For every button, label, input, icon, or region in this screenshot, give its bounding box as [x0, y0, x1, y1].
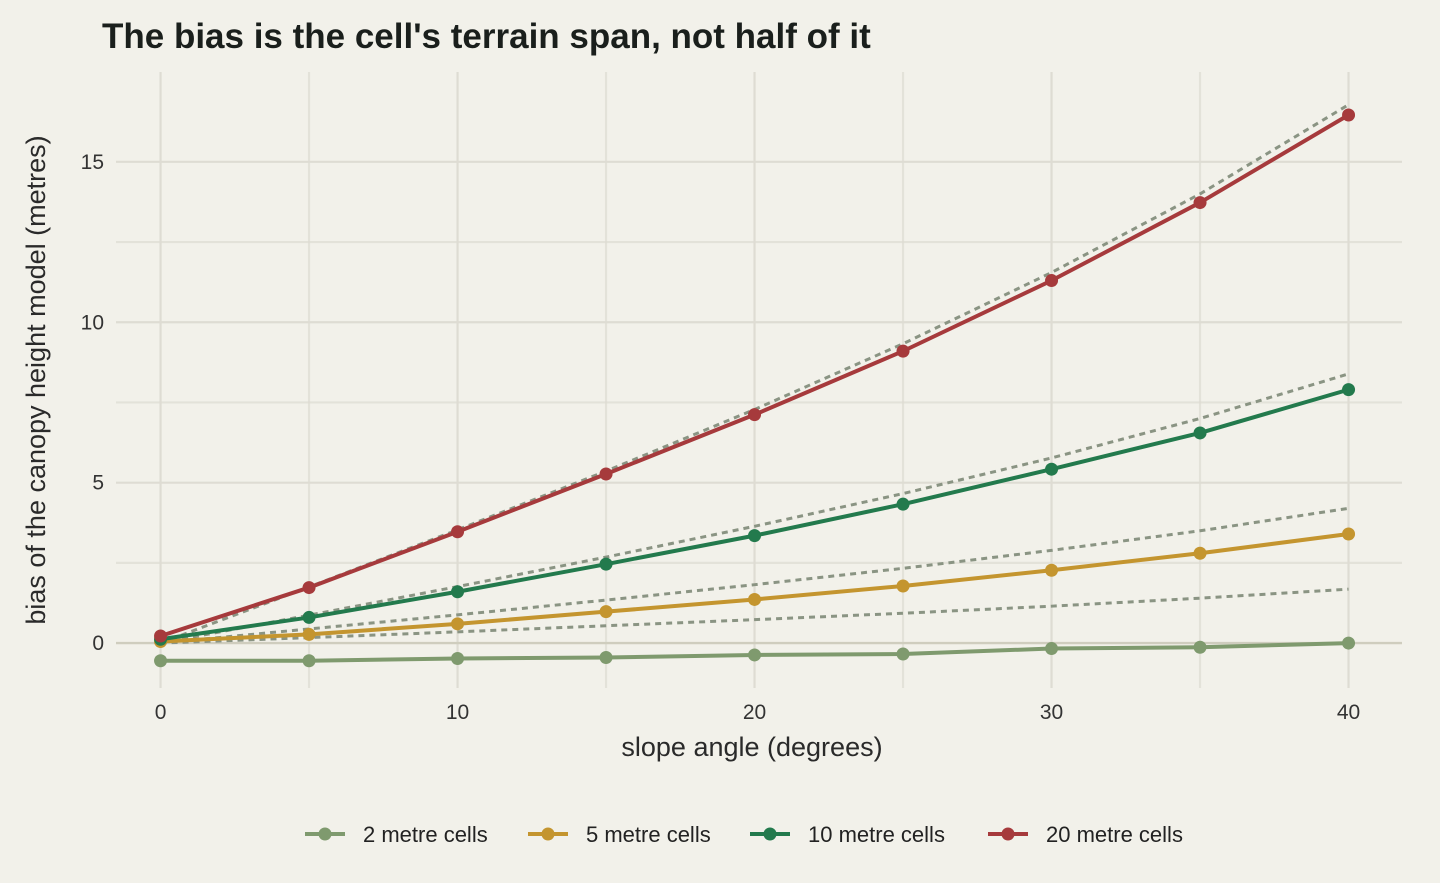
- series-group: [154, 636, 1356, 668]
- data-point: [451, 617, 465, 631]
- data-point: [1045, 274, 1059, 288]
- data-point: [1045, 563, 1059, 577]
- data-point: [1193, 546, 1207, 560]
- y-tick-label: 15: [81, 151, 104, 174]
- data-point: [748, 648, 762, 662]
- data-point: [154, 629, 168, 643]
- data-point: [302, 627, 316, 641]
- data-point: [896, 579, 910, 593]
- data-point: [896, 647, 910, 661]
- y-axis-ticks: 0 5 10 15: [81, 151, 104, 655]
- data-point: [302, 581, 316, 595]
- legend: 2 metre cells 5 metre cells 10 metre cells…: [305, 822, 1183, 847]
- data-point: [302, 610, 316, 624]
- x-tick-label: 10: [446, 701, 469, 724]
- legend-label: 10 metre cells: [808, 822, 945, 847]
- data-point: [1193, 640, 1207, 654]
- x-axis-title: slope angle (degrees): [621, 732, 882, 762]
- legend-key-marker: [541, 827, 555, 841]
- series-group: [154, 108, 1356, 643]
- x-tick-label: 0: [155, 701, 167, 724]
- legend-key-marker: [763, 827, 777, 841]
- data-point: [748, 529, 762, 543]
- data-point: [451, 651, 465, 665]
- data-point: [1193, 196, 1207, 210]
- y-axis-title: bias of the canopy height model (metres): [21, 135, 51, 624]
- legend-item: 2 metre cells: [305, 822, 488, 847]
- data-point: [1342, 383, 1356, 397]
- data-point: [1045, 642, 1059, 656]
- data-point: [1342, 108, 1356, 122]
- chart-title: The bias is the cell's terrain span, not…: [102, 17, 871, 56]
- data-point: [1342, 527, 1356, 541]
- x-tick-label: 30: [1040, 701, 1063, 724]
- data-point: [896, 497, 910, 511]
- data-point: [302, 654, 316, 668]
- legend-item: 10 metre cells: [750, 822, 945, 847]
- y-tick-label: 5: [92, 472, 104, 495]
- x-tick-label: 40: [1337, 701, 1360, 724]
- data-point: [154, 654, 168, 668]
- data-point: [599, 651, 613, 665]
- reference-line: [160, 587, 1349, 645]
- y-tick-label: 0: [92, 632, 104, 655]
- data-point: [599, 605, 613, 619]
- legend-item: 5 metre cells: [528, 822, 711, 847]
- data-series: [154, 108, 1356, 668]
- data-point: [1193, 426, 1207, 440]
- data-point: [1342, 636, 1356, 650]
- data-point: [748, 408, 762, 422]
- data-point: [1045, 462, 1059, 476]
- reference-line: [160, 506, 1349, 645]
- reference-line: [160, 372, 1349, 645]
- legend-label: 5 metre cells: [586, 822, 711, 847]
- legend-label: 20 metre cells: [1046, 822, 1183, 847]
- legend-key-marker: [1001, 827, 1015, 841]
- legend-key-marker: [318, 827, 332, 841]
- data-point: [599, 557, 613, 571]
- data-point: [896, 344, 910, 358]
- x-axis-ticks: 0 10 20 30 40: [155, 701, 1361, 724]
- legend-label: 2 metre cells: [363, 822, 488, 847]
- gridlines: [116, 72, 1402, 688]
- data-point: [451, 525, 465, 539]
- data-point: [599, 467, 613, 481]
- legend-item: 20 metre cells: [988, 822, 1183, 847]
- data-point: [451, 585, 465, 599]
- y-tick-label: 10: [81, 311, 104, 334]
- x-tick-label: 20: [743, 701, 766, 724]
- data-point: [748, 592, 762, 606]
